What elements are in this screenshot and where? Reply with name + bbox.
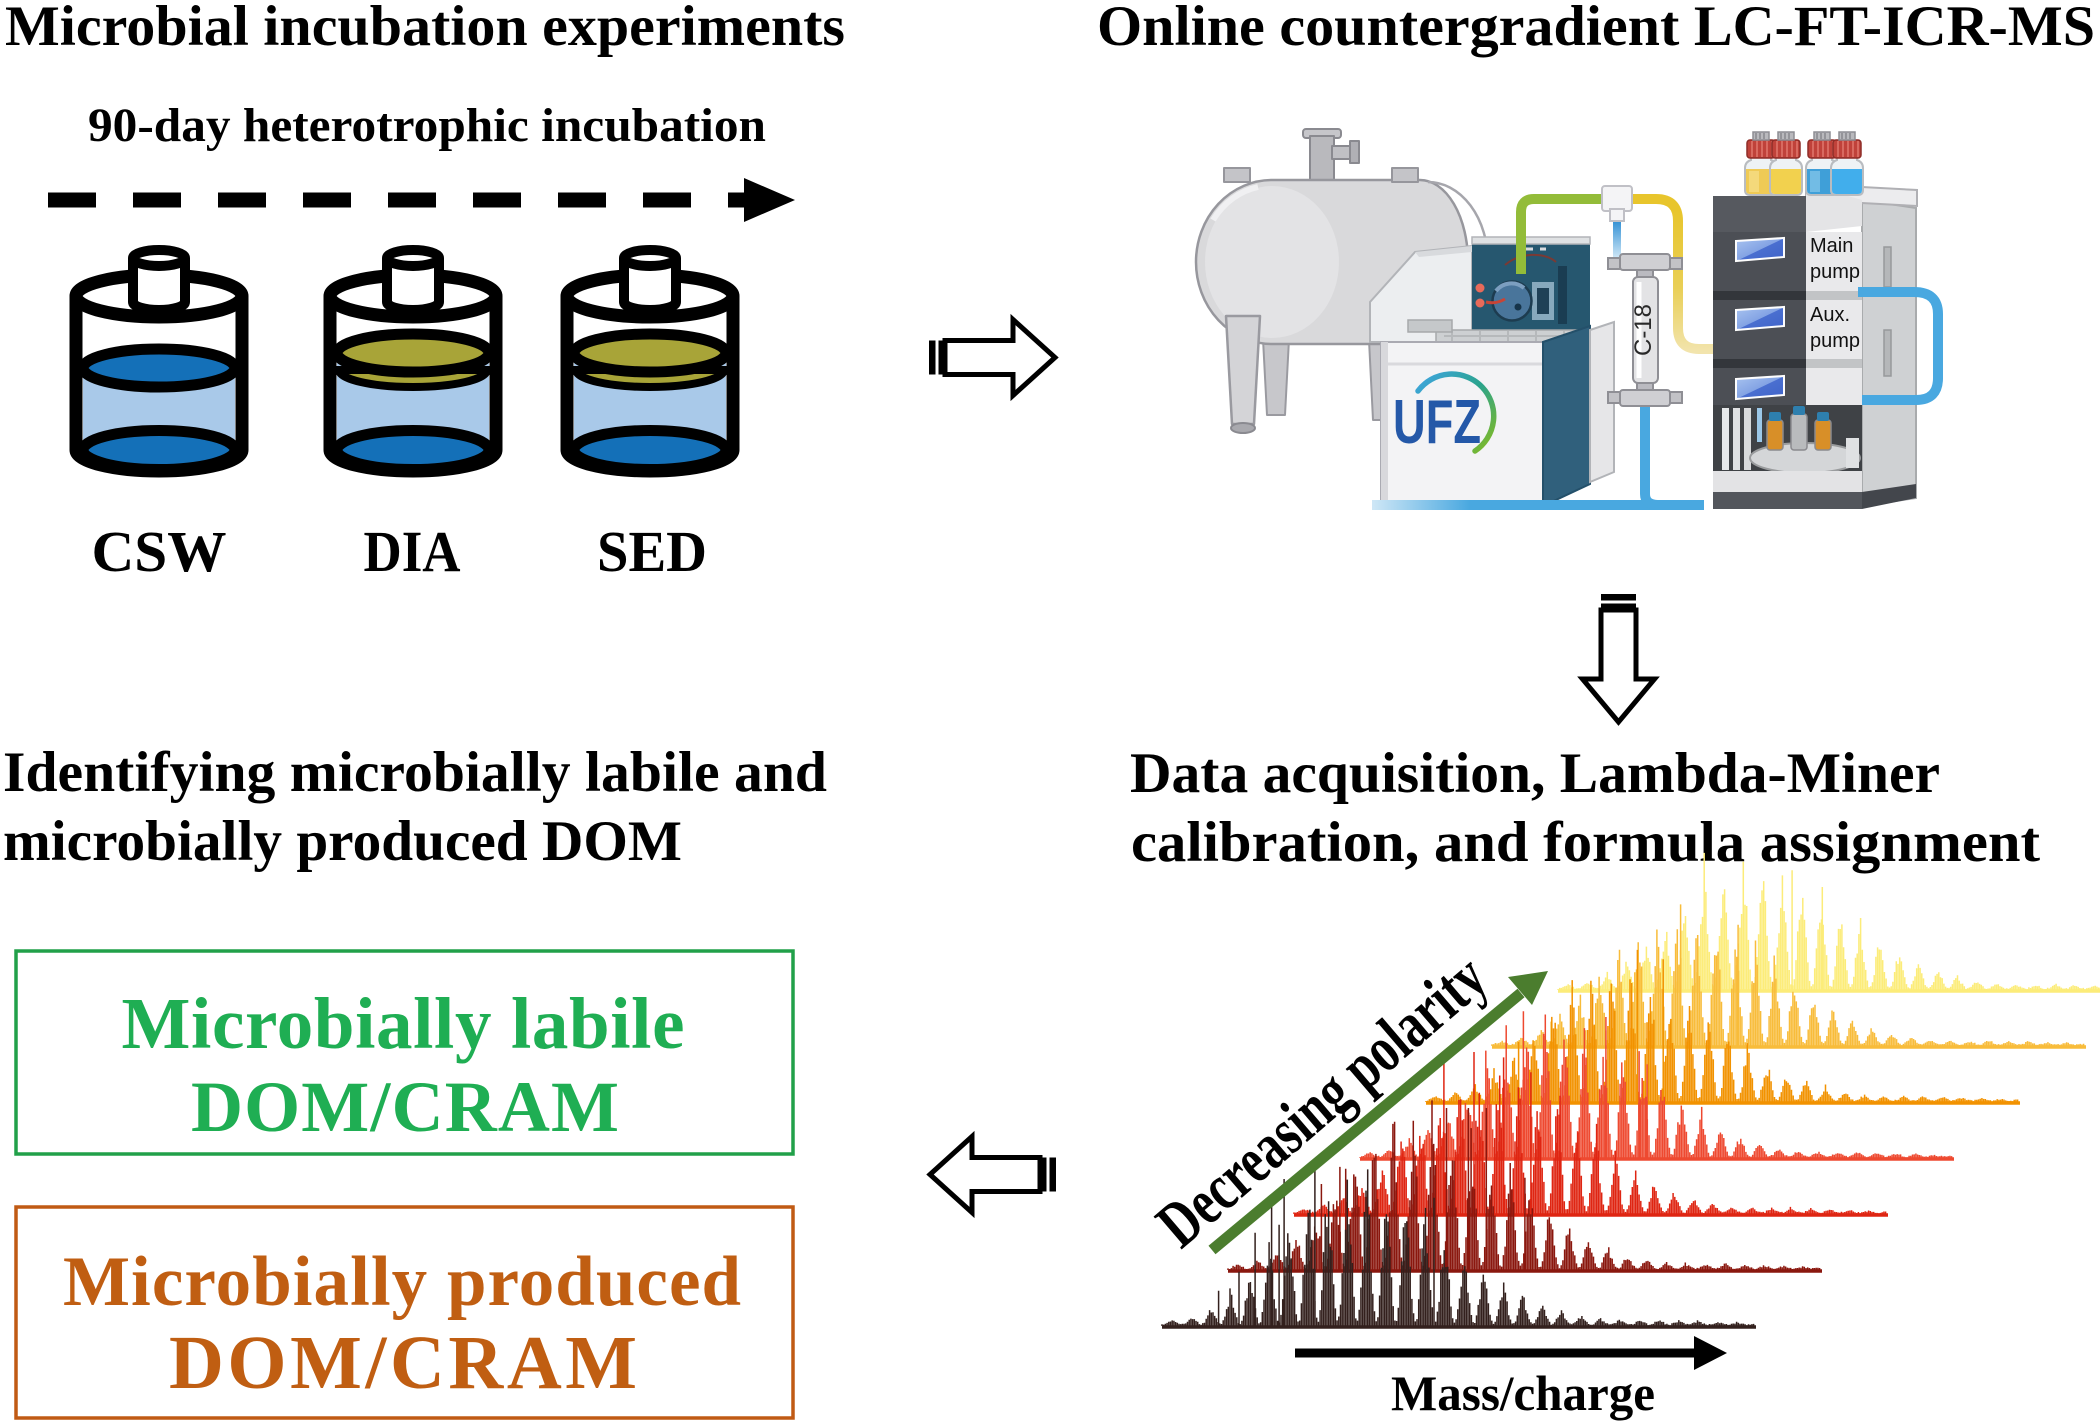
svg-text:Mass/charge: Mass/charge — [1391, 1365, 1655, 1421]
svg-text:microbially produced DOM: microbially produced DOM — [3, 810, 682, 873]
svg-text:Data acquisition, Lambda-Miner: Data acquisition, Lambda-Miner — [1130, 742, 1940, 805]
svg-text:DIA: DIA — [364, 519, 461, 584]
svg-text:Aux.: Aux. — [1810, 304, 1850, 326]
svg-text:CSW: CSW — [92, 519, 227, 584]
svg-text:Main: Main — [1810, 235, 1853, 257]
svg-text:Microbial incubation experimen: Microbial incubation experiments — [5, 0, 845, 58]
svg-text:90-day heterotrophic incubatio: 90-day heterotrophic incubation — [88, 99, 766, 152]
svg-text:Microbially labile: Microbially labile — [122, 983, 685, 1064]
svg-text:calibration, and formula assig: calibration, and formula assignment — [1131, 811, 2040, 874]
svg-text:C-18: C-18 — [1630, 304, 1657, 356]
svg-text:DOM/CRAM: DOM/CRAM — [191, 1067, 619, 1147]
svg-text:DOM/CRAM: DOM/CRAM — [169, 1321, 637, 1405]
svg-text:SED: SED — [597, 519, 707, 584]
svg-text:UFZ: UFZ — [1393, 388, 1481, 457]
svg-text:pump: pump — [1810, 330, 1860, 352]
svg-text:Identifying microbially labile: Identifying microbially labile and — [3, 741, 827, 804]
svg-text:Online countergradient LC-FT-I: Online countergradient LC-FT-ICR-MS — [1097, 0, 2095, 58]
svg-text:pump: pump — [1810, 261, 1860, 283]
svg-text:Microbially produced: Microbially produced — [63, 1243, 741, 1321]
